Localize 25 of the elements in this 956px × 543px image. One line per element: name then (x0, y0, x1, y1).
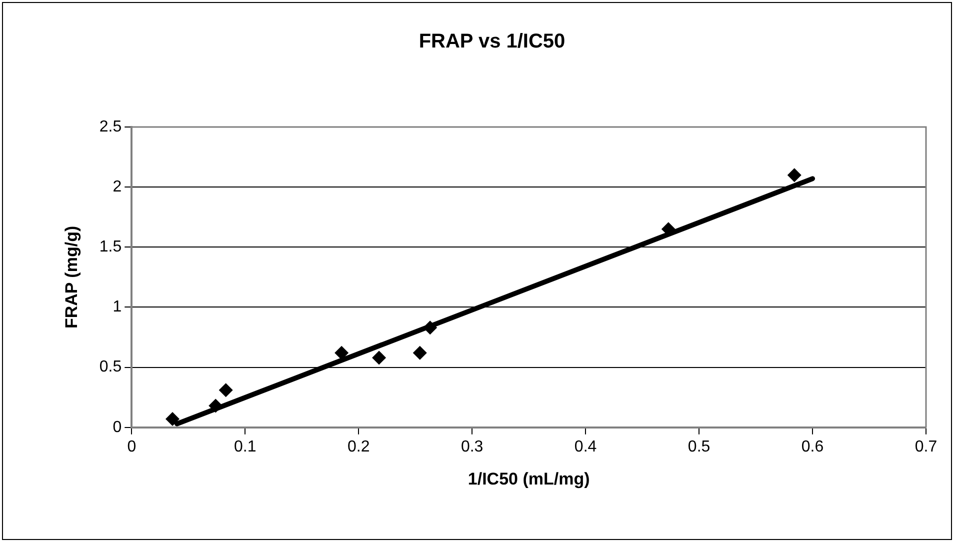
x-tick-label: 0.1 (234, 438, 256, 456)
point (423, 320, 438, 335)
y-tick-label: 1.5 (99, 238, 122, 256)
point (787, 168, 802, 182)
x-axis-title: 1/IC50 (mL/mg) (468, 469, 590, 488)
x-tick-label: 0.6 (801, 438, 824, 456)
point (165, 412, 180, 426)
x-tick-label: 0.7 (914, 438, 938, 456)
y-tick-label: 0.5 (99, 358, 122, 376)
y-axis-title: FRAP (mg/g) (62, 226, 81, 329)
y-tick-label: 2.5 (99, 118, 122, 136)
point (208, 398, 223, 413)
x-tick-label: 0.2 (347, 438, 370, 456)
x-tick-label: 0.3 (460, 438, 484, 456)
x-tick-label: 0.5 (688, 438, 710, 456)
y-tick-label: 1 (112, 298, 122, 316)
y-tick-label: 0 (112, 418, 122, 436)
point (412, 346, 427, 360)
x-tick-label: 0 (127, 438, 136, 456)
point (218, 383, 233, 398)
x-tick-label: 0.4 (574, 438, 597, 456)
chart-title: FRAP vs 1/IC50 (418, 30, 566, 53)
point (372, 350, 386, 365)
y-tick-label: 2 (112, 178, 122, 196)
point (334, 346, 349, 360)
